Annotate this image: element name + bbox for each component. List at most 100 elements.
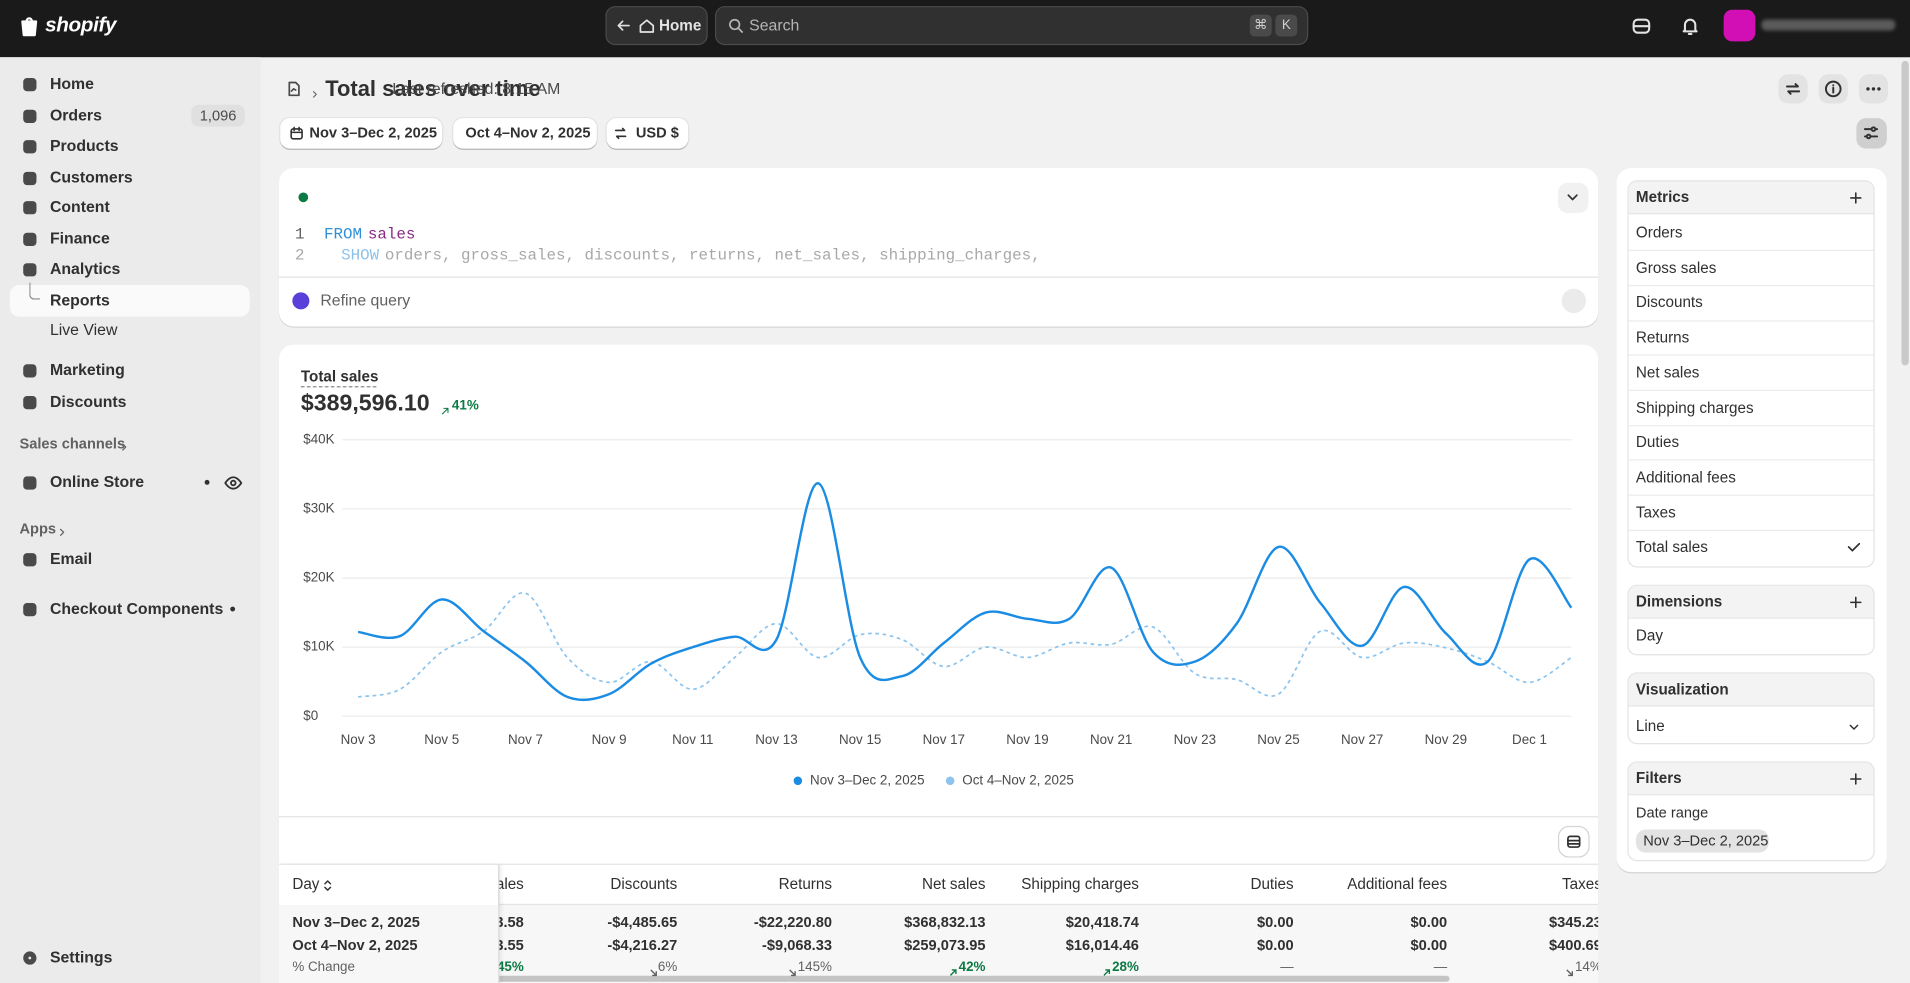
row-divider — [1628, 354, 1874, 357]
bell-icon-glyph — [1682, 18, 1698, 35]
nav-item[interactable]: Analytics — [49, 259, 121, 278]
nav-item[interactable]: Marketing — [49, 360, 125, 379]
nav-item[interactable]: Content — [49, 197, 110, 216]
column-header[interactable]: ales — [499, 875, 524, 893]
filter-label: Date range — [1635, 803, 1709, 822]
nav-badge: 1,096 — [199, 107, 237, 125]
currency-button-label[interactable]: USD $ — [635, 124, 679, 142]
submit-button[interactable] — [1561, 288, 1586, 314]
eye-icon[interactable] — [224, 473, 243, 491]
table-cell: 42% — [958, 959, 986, 975]
add-icon[interactable] — [1848, 594, 1864, 610]
page-title: Total sales over time — [325, 76, 541, 102]
metric-option[interactable]: Shipping charges — [1635, 398, 1754, 416]
nav-item[interactable]: Email — [49, 549, 93, 568]
trend-arrow-glyph — [1566, 969, 1574, 977]
nav-item[interactable]: Discounts — [49, 392, 127, 411]
home-icon — [638, 17, 655, 34]
panel-toggle[interactable] — [1856, 118, 1887, 149]
column-header[interactable]: Net sales — [921, 875, 986, 893]
table-cell: $368,832.13 — [904, 913, 986, 931]
breadcrumb-chevron-glyph — [312, 90, 317, 98]
table-cell: -$4,485.65 — [607, 913, 678, 931]
check-icon — [1845, 539, 1862, 556]
filter-chip[interactable] — [1635, 829, 1769, 853]
metric-label: Total sales — [300, 365, 378, 388]
metric-option[interactable]: Net sales — [1635, 363, 1700, 382]
sql-keyword: FROM — [324, 225, 363, 244]
search-icon — [727, 17, 744, 34]
key-cap — [1275, 14, 1298, 37]
nav-item[interactable]: Products — [49, 136, 119, 155]
date-button[interactable] — [280, 118, 443, 149]
metric-option[interactable]: Gross sales — [1635, 259, 1717, 277]
row-divider — [1628, 459, 1874, 461]
search-placeholder[interactable]: Search — [749, 15, 800, 35]
currency-icon-glyph — [614, 127, 627, 139]
nav-item[interactable]: Reports — [49, 291, 110, 310]
nav-item[interactable]: Customers — [49, 168, 133, 187]
currency-button[interactable] — [606, 118, 689, 149]
sql-text: orders, gross_sales, discounts, returns,… — [384, 246, 1041, 265]
add-icon[interactable] — [1848, 770, 1864, 786]
home-button-label[interactable]: Home — [658, 17, 702, 35]
nav-icon — [21, 230, 39, 248]
avatar[interactable] — [1723, 9, 1756, 42]
nav-icon — [21, 169, 39, 187]
nav-icon-glyph — [23, 262, 37, 276]
column-header[interactable]: Returns — [778, 875, 832, 893]
metric-option[interactable]: Taxes — [1635, 503, 1676, 521]
panel-section — [1627, 584, 1875, 656]
metric-option[interactable]: Additional fees — [1635, 468, 1736, 486]
metric-option[interactable]: Discounts — [1635, 294, 1703, 312]
series-line — [357, 592, 1572, 698]
date-button-label[interactable]: Nov 3–Dec 2, 2025 — [309, 124, 437, 142]
metric-option[interactable]: Returns — [1635, 329, 1690, 347]
section-heading[interactable]: Apps — [19, 520, 57, 538]
x-tick-label: Nov 7 — [508, 732, 543, 747]
nav-item[interactable]: Orders — [49, 105, 102, 125]
column-header[interactable]: Day — [292, 875, 320, 893]
section-header — [1628, 673, 1874, 707]
metric-option[interactable]: Orders — [1635, 224, 1683, 242]
store-icon[interactable] — [1631, 15, 1652, 36]
nav-item[interactable]: Finance — [49, 229, 110, 248]
nav-item[interactable]: Live View — [49, 320, 118, 339]
metric-option[interactable]: Duties — [1635, 433, 1680, 451]
calendar-icon-glyph — [290, 126, 303, 140]
nav-item[interactable]: Checkout Components — [49, 599, 224, 618]
add-icon[interactable] — [1848, 189, 1864, 205]
nav-item[interactable]: Online Store — [49, 472, 145, 491]
nav-item[interactable]: Settings — [49, 947, 113, 966]
x-tick-label: Nov 19 — [1006, 732, 1048, 747]
nav-icon-glyph — [23, 139, 37, 153]
filter-chip-label[interactable]: Nov 3–Dec 2, 2025 — [1643, 831, 1769, 850]
date-button[interactable] — [453, 118, 597, 149]
column-header[interactable]: Discounts — [610, 875, 678, 893]
check-icon-glyph — [1847, 543, 1861, 552]
row-label: Oct 4–Nov 2, 2025 — [292, 936, 418, 954]
search-icon-glyph — [729, 18, 743, 33]
bell-icon[interactable] — [1680, 15, 1701, 36]
column-header[interactable]: Duties — [1250, 875, 1294, 893]
account-name-blurred[interactable] — [1761, 19, 1896, 31]
visualization-select[interactable]: Line — [1635, 717, 1665, 735]
dimension-option[interactable]: Day — [1635, 627, 1664, 645]
column-header[interactable]: Additional fees — [1347, 875, 1448, 893]
search-box[interactable] — [715, 6, 1309, 46]
refine-query-input[interactable]: Refine query — [320, 291, 411, 310]
header-action[interactable] — [1778, 74, 1808, 104]
select-chevron[interactable] — [1847, 719, 1862, 734]
table-toggle[interactable] — [1559, 827, 1589, 857]
column-header[interactable]: Taxes — [1562, 875, 1599, 893]
column-header[interactable]: Shipping charges — [1021, 875, 1139, 893]
nav-item[interactable]: Home — [49, 74, 94, 93]
header-action-icon — [1783, 79, 1802, 98]
date-button-label[interactable]: Oct 4–Nov 2, 2025 — [465, 124, 591, 142]
query-card — [278, 168, 1599, 327]
section-heading[interactable]: Sales channels — [19, 434, 126, 452]
panel-toggle-icon — [1861, 123, 1880, 142]
sort-icon[interactable] — [320, 877, 335, 892]
metric-option[interactable]: Total sales — [1635, 538, 1708, 556]
